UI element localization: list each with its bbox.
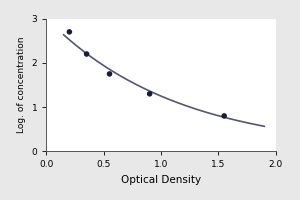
Point <box>84 52 89 56</box>
X-axis label: Optical Density: Optical Density <box>121 175 201 185</box>
Point <box>107 72 112 76</box>
Point <box>147 92 152 95</box>
Point <box>222 114 226 118</box>
Point <box>67 30 72 33</box>
Y-axis label: Log. of concentration: Log. of concentration <box>17 37 26 133</box>
